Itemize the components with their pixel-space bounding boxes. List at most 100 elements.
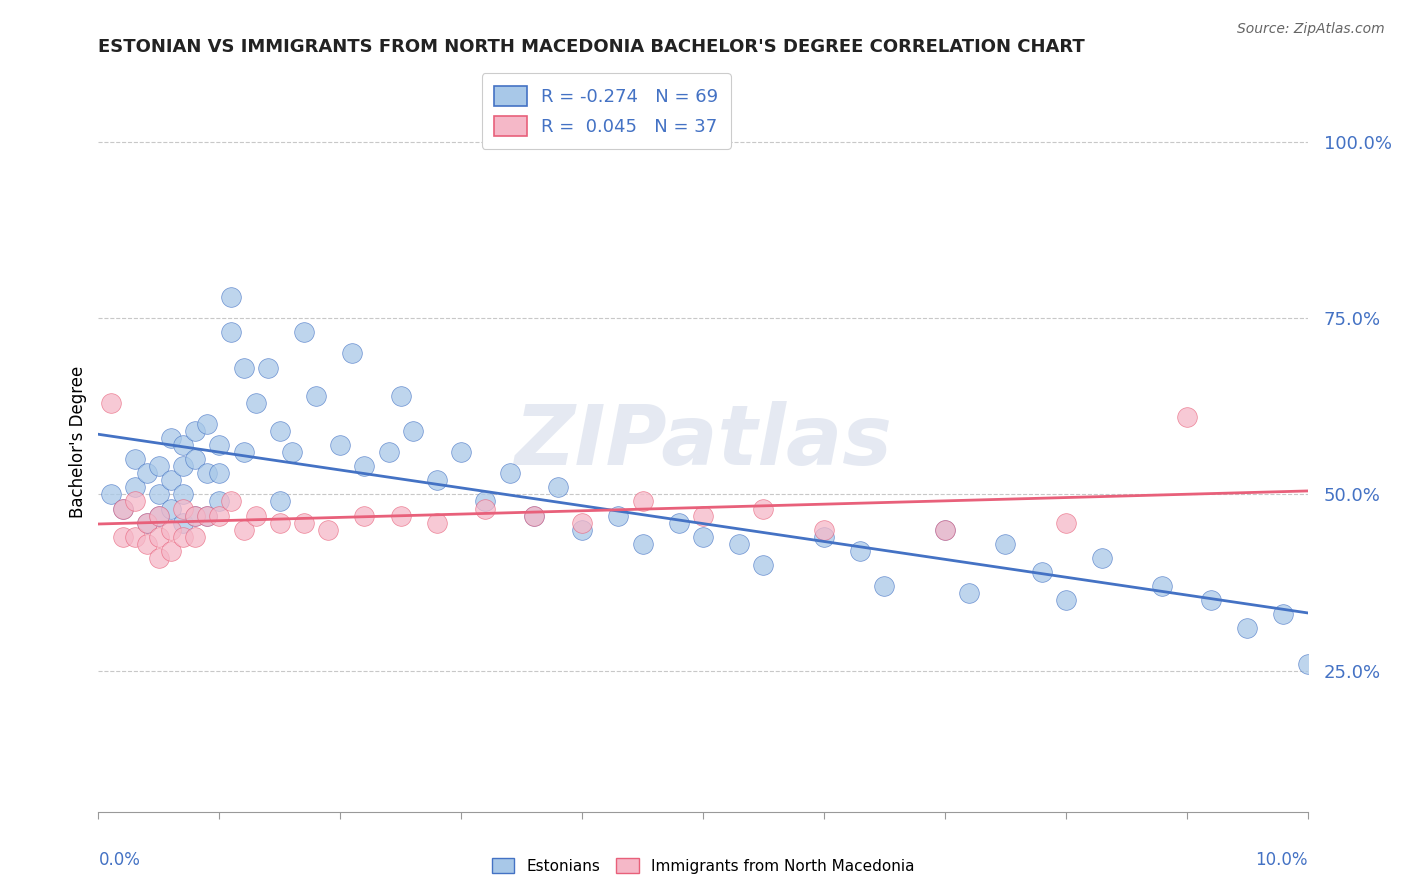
Point <box>221 494 243 508</box>
Point <box>148 508 170 523</box>
Point <box>389 508 412 523</box>
Point <box>232 445 254 459</box>
Point <box>692 508 714 523</box>
Point <box>269 494 291 508</box>
Point <box>607 508 630 523</box>
Point <box>172 516 194 530</box>
Point <box>172 438 194 452</box>
Point <box>849 544 872 558</box>
Point <box>184 508 207 523</box>
Legend: Estonians, Immigrants from North Macedonia: Estonians, Immigrants from North Macedon… <box>485 852 921 880</box>
Point <box>1199 593 1222 607</box>
Point <box>124 480 146 494</box>
Point <box>450 445 472 459</box>
Point <box>195 417 218 431</box>
Point <box>994 537 1017 551</box>
Point <box>221 290 243 304</box>
Point <box>245 508 267 523</box>
Legend: R = -0.274   N = 69, R =  0.045   N = 37: R = -0.274 N = 69, R = 0.045 N = 37 <box>482 73 731 149</box>
Point <box>1236 621 1258 635</box>
Point <box>100 396 122 410</box>
Point <box>752 558 775 572</box>
Point <box>377 445 399 459</box>
Point <box>813 523 835 537</box>
Point <box>813 530 835 544</box>
Point <box>160 501 183 516</box>
Point <box>316 523 339 537</box>
Point <box>571 516 593 530</box>
Point <box>245 396 267 410</box>
Point <box>752 501 775 516</box>
Point <box>135 537 157 551</box>
Point <box>135 516 157 530</box>
Point <box>342 346 364 360</box>
Point <box>547 480 569 494</box>
Text: ESTONIAN VS IMMIGRANTS FROM NORTH MACEDONIA BACHELOR'S DEGREE CORRELATION CHART: ESTONIAN VS IMMIGRANTS FROM NORTH MACEDO… <box>98 38 1085 56</box>
Point <box>111 530 134 544</box>
Point <box>269 424 291 438</box>
Point <box>160 473 183 487</box>
Point <box>426 473 449 487</box>
Point <box>208 467 231 481</box>
Point <box>195 467 218 481</box>
Point <box>631 494 654 508</box>
Point <box>172 501 194 516</box>
Point <box>184 530 207 544</box>
Point <box>329 438 352 452</box>
Point <box>111 501 134 516</box>
Point <box>292 516 315 530</box>
Point <box>1054 516 1077 530</box>
Point <box>208 508 231 523</box>
Point <box>692 530 714 544</box>
Point <box>474 501 496 516</box>
Point <box>135 467 157 481</box>
Point <box>160 544 183 558</box>
Point <box>957 586 980 600</box>
Point <box>498 467 520 481</box>
Point <box>160 431 183 445</box>
Point <box>172 487 194 501</box>
Point <box>571 523 593 537</box>
Point <box>873 579 896 593</box>
Point <box>124 452 146 467</box>
Point <box>1091 550 1114 565</box>
Point <box>135 516 157 530</box>
Point <box>934 523 956 537</box>
Point <box>111 501 134 516</box>
Text: 10.0%: 10.0% <box>1256 851 1308 869</box>
Point <box>148 508 170 523</box>
Point <box>292 325 315 339</box>
Point <box>426 516 449 530</box>
Point <box>124 494 146 508</box>
Point <box>1296 657 1319 671</box>
Point <box>389 389 412 403</box>
Point <box>100 487 122 501</box>
Point <box>1175 409 1198 424</box>
Point <box>402 424 425 438</box>
Point <box>172 530 194 544</box>
Text: 0.0%: 0.0% <box>98 851 141 869</box>
Point <box>256 360 278 375</box>
Point <box>148 487 170 501</box>
Point <box>195 508 218 523</box>
Point <box>148 530 170 544</box>
Point <box>269 516 291 530</box>
Point <box>1272 607 1295 622</box>
Point <box>1054 593 1077 607</box>
Point <box>148 550 170 565</box>
Point <box>523 508 546 523</box>
Point <box>934 523 956 537</box>
Point <box>353 459 375 474</box>
Point <box>208 438 231 452</box>
Point <box>208 494 231 508</box>
Point <box>184 424 207 438</box>
Point <box>281 445 304 459</box>
Point <box>631 537 654 551</box>
Point <box>184 508 207 523</box>
Point <box>728 537 751 551</box>
Text: ZIPatlas: ZIPatlas <box>515 401 891 482</box>
Point <box>1152 579 1174 593</box>
Point <box>195 508 218 523</box>
Point <box>1031 565 1053 579</box>
Point <box>148 459 170 474</box>
